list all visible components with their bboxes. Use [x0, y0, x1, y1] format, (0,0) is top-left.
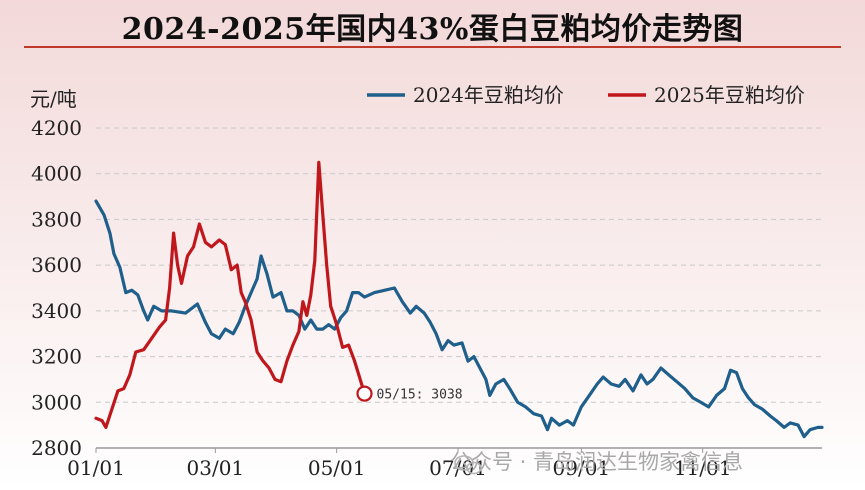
y-tick-label: 2800: [31, 436, 82, 460]
legend-label-2024: 2024年豆粕均价: [413, 83, 564, 107]
series-line-2025: [94, 160, 367, 429]
y-tick-label: 3200: [31, 345, 82, 369]
axis-layer: 2800 3000 3200 3400 3600 3800 4000 4200 01/01 03/…: [30, 87, 822, 480]
y-tick-label: 4200: [31, 116, 82, 140]
y-tick-label: 4000: [31, 162, 82, 186]
y-tick-label: 3000: [31, 390, 82, 414]
x-tick-label: 01/01: [67, 456, 125, 480]
y-axis-unit-label: 元/吨: [30, 87, 77, 111]
title-underline: [24, 46, 841, 48]
annotation-marker: [356, 385, 373, 402]
y-tick-label: 3400: [31, 299, 82, 323]
wechat-icon: [454, 455, 482, 475]
chart-title: 2024-2025年国内43%蛋白豆粕均价走势图: [121, 12, 744, 47]
x-tick-label: 09/01: [553, 456, 611, 480]
x-tick-label: 03/01: [187, 456, 245, 480]
chart-title-bar: 2024-2025年国内43%蛋白豆粕均价走势图: [0, 0, 865, 50]
annotation-label: 05/15: 3038: [377, 388, 463, 403]
series-layer: [94, 160, 824, 439]
x-tick-label: 11/01: [674, 456, 732, 480]
y-tick-label: 3600: [31, 253, 82, 277]
y-tick-label: 3800: [31, 207, 82, 231]
series-line-2024: [94, 199, 824, 439]
x-tick-label: 05/01: [308, 456, 366, 480]
grid-layer: [96, 127, 822, 403]
annotation-layer: 05/15: 3038: [356, 385, 463, 403]
legend-label-2025: 2025年豆粕均价: [654, 83, 805, 107]
watermark-text: 公众号 · 青岛润达生物家禽信息: [450, 450, 743, 474]
legend: 2024年豆粕均价 2025年豆粕均价: [367, 83, 805, 107]
